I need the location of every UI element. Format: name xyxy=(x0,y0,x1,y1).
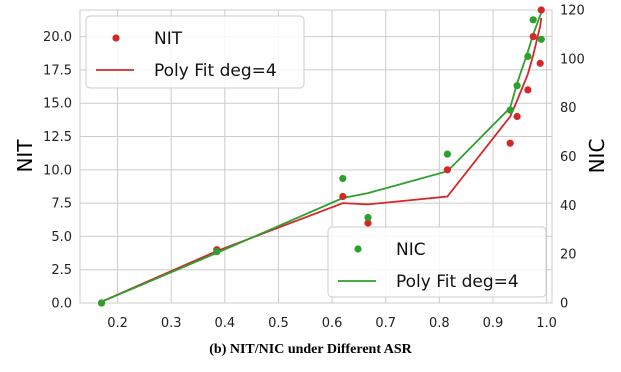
nit-point xyxy=(364,219,372,227)
nit-point xyxy=(506,139,514,147)
right-y-tick-label: 0 xyxy=(560,297,568,312)
x-tick-label: 0.7 xyxy=(375,316,396,331)
left-y-tick-label: 0.0 xyxy=(51,297,72,312)
right-y-tick-label: 100 xyxy=(560,52,585,67)
x-tick-label: 0.4 xyxy=(214,316,235,331)
nit-point xyxy=(443,166,451,174)
nic-point xyxy=(529,16,537,24)
nit-point xyxy=(537,6,545,14)
right-y-tick-label: 60 xyxy=(560,150,577,165)
nit-point xyxy=(339,192,347,201)
right-y-tick-labels: 0 20 40 60 80 100 120 xyxy=(560,4,585,312)
nit-fit-line xyxy=(101,17,543,303)
x-tick-label: 0.3 xyxy=(161,316,182,331)
x-tick-label: 0.8 xyxy=(429,316,450,331)
left-y-tick-label: 17.5 xyxy=(43,63,72,78)
data-points xyxy=(97,6,545,307)
nit-point xyxy=(524,86,532,94)
plot-frame xyxy=(79,9,553,304)
left-y-tick-label: 15.0 xyxy=(43,97,72,112)
nic-point xyxy=(339,174,347,183)
legend-box xyxy=(85,15,305,89)
legend-box xyxy=(327,226,547,298)
nic-point xyxy=(443,150,451,158)
x-tick-label: 0.6 xyxy=(322,316,343,331)
grid-lines xyxy=(80,10,552,304)
fit-lines xyxy=(101,12,543,303)
left-y-tick-label: 20.0 xyxy=(43,30,72,45)
nit-point xyxy=(529,33,537,41)
nic-point xyxy=(97,299,106,307)
right-y-tick-label: 40 xyxy=(560,199,577,214)
right-y-axis-label: NIC xyxy=(585,139,609,174)
left-y-tick-labels: 0.0 2.5 5.0 7.5 10.0 12.5 15.0 17.5 20.0 xyxy=(43,30,72,311)
x-tick-label: 1.0 xyxy=(536,316,557,331)
left-y-tick-label: 10.0 xyxy=(43,163,72,178)
nic-point xyxy=(364,213,372,222)
nic-point xyxy=(537,35,545,43)
legend-label: Poly Fit deg=4 xyxy=(154,61,277,81)
left-y-tick-label: 12.5 xyxy=(43,130,72,145)
nic-point xyxy=(506,106,514,114)
nic-point xyxy=(513,82,521,90)
left-y-tick-label: 5.0 xyxy=(51,230,72,245)
nic-point xyxy=(524,52,532,61)
x-tick-label: 0.5 xyxy=(268,316,289,331)
left-y-tick-label: 7.5 xyxy=(51,197,72,212)
x-tick-labels: 0.2 0.3 0.4 0.5 0.6 0.7 0.8 0.9 1.0 xyxy=(107,316,557,331)
nic-fit-line xyxy=(101,12,543,303)
legend-label: NIT xyxy=(154,29,183,49)
left-y-axis-label: NIT xyxy=(13,139,37,173)
nit-point xyxy=(536,59,544,67)
x-tick-label: 0.9 xyxy=(483,316,504,331)
figure-caption: (b) NIT/NIC under Different ASR xyxy=(209,342,412,357)
nit-legend-marker xyxy=(112,34,120,42)
legend-nic: NIC Poly Fit deg=4 xyxy=(327,226,547,298)
nit-point xyxy=(513,112,521,121)
nic-legend-marker xyxy=(354,245,362,253)
left-y-tick-label: 2.5 xyxy=(51,263,72,278)
right-y-tick-label: 20 xyxy=(560,248,577,263)
x-tick-label: 0.2 xyxy=(107,316,128,331)
right-y-tick-label: 120 xyxy=(560,4,585,19)
legend-nit: NIT Poly Fit deg=4 xyxy=(85,15,305,89)
legend-label: NIC xyxy=(396,240,426,260)
right-y-tick-label: 80 xyxy=(560,101,577,116)
legend-label: Poly Fit deg=4 xyxy=(396,272,519,292)
nic-point xyxy=(213,248,221,256)
